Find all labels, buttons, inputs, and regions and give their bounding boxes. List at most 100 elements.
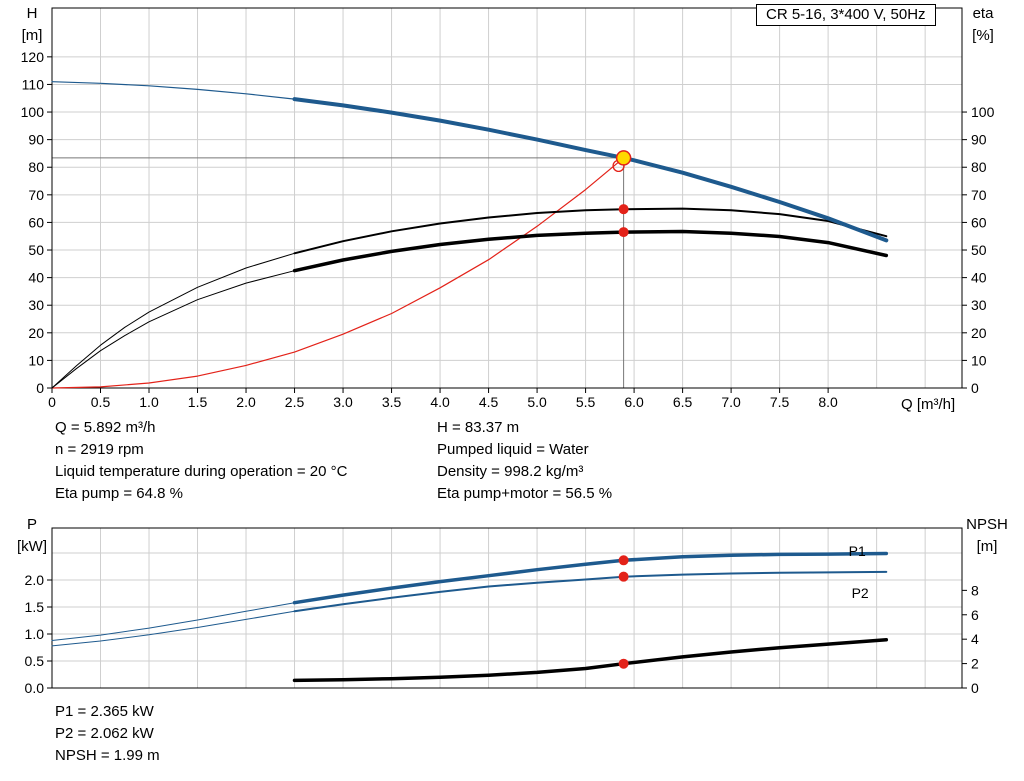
pump-title-box: CR 5-16, 3*400 V, 50Hz bbox=[756, 4, 936, 26]
power-npsh-chart: 0.0 0.5 1.0 1.5 2.0 0 2 4 6 8 P1 P2 bbox=[25, 527, 979, 696]
series-eta-pump-curve-lead bbox=[51, 252, 295, 389]
series-p2-curve bbox=[293, 570, 888, 613]
eta-pump-duty-dot bbox=[618, 204, 629, 215]
p2-duty-dot bbox=[618, 571, 629, 582]
tick-label: 70 bbox=[28, 187, 44, 203]
readout-eta-pump-motor: Eta pump+motor = 56.5 % bbox=[437, 485, 613, 502]
tick-label: 7.5 bbox=[770, 394, 790, 410]
q-axis-label: Q [m³/h] bbox=[901, 396, 956, 413]
series-npsh-curve bbox=[292, 638, 889, 683]
series-p2-curve-lead bbox=[51, 610, 295, 647]
tick-label: 7.0 bbox=[721, 394, 741, 410]
tick-label: 5.5 bbox=[576, 394, 596, 410]
plot-frame bbox=[51, 7, 963, 389]
tick-label: 1.0 bbox=[25, 626, 45, 642]
tick-label: 0 bbox=[36, 380, 44, 396]
series-p1-curve bbox=[292, 551, 889, 605]
tick-label: 3.5 bbox=[382, 394, 402, 410]
readout-npsh: NPSH = 1.99 m bbox=[55, 747, 160, 764]
tick-label: 120 bbox=[21, 49, 45, 65]
tick-label: 1.0 bbox=[139, 394, 159, 410]
tick-label: 80 bbox=[971, 159, 987, 175]
tick-label: 110 bbox=[22, 76, 45, 92]
readout-density: Density = 998.2 kg/m³ bbox=[437, 463, 584, 480]
series-eta-pump-motor-curve bbox=[292, 229, 889, 273]
h-axis-label: H bbox=[26, 5, 38, 22]
tick-label: 100 bbox=[971, 104, 995, 120]
eta-axis-label: eta bbox=[972, 5, 994, 22]
tick-label: 100 bbox=[21, 104, 45, 120]
readout-head: H = 83.37 m bbox=[437, 419, 520, 436]
p-axis-label: P bbox=[26, 516, 37, 533]
p1-duty-dot bbox=[618, 555, 629, 566]
p-axis-unit: [kW] bbox=[17, 538, 47, 555]
h-axis-unit: [m] bbox=[21, 27, 43, 44]
readout-flow: Q = 5.892 m³/h bbox=[55, 419, 156, 436]
tick-label: 90 bbox=[28, 132, 44, 148]
tick-label: 30 bbox=[971, 297, 987, 313]
tick-label: 40 bbox=[28, 270, 44, 286]
readout-speed: n = 2919 rpm bbox=[55, 441, 144, 458]
tick-label: 4.5 bbox=[479, 394, 499, 410]
tick-label: 6.0 bbox=[624, 394, 644, 410]
tick-label: 2.0 bbox=[236, 394, 256, 410]
tick-label: 0 bbox=[971, 380, 979, 396]
power-readout: P1 = 2.365 kW P2 = 2.062 kW NPSH = 1.99 … bbox=[55, 701, 160, 767]
tick-label: 0.0 bbox=[25, 680, 45, 696]
eta-pump-motor-duty-dot bbox=[618, 227, 629, 238]
tick-label: 1.5 bbox=[188, 394, 208, 410]
tick-label: 0.5 bbox=[25, 653, 45, 669]
p1-curve-label: P1 bbox=[849, 543, 866, 559]
tick-label: 5.0 bbox=[527, 394, 547, 410]
readout-temperature: Liquid temperature during operation = 20… bbox=[55, 463, 348, 480]
tick-label: 90 bbox=[971, 132, 987, 148]
series-eta-pump-motor-curve-lead bbox=[51, 270, 295, 389]
tick-label: 8.0 bbox=[818, 394, 838, 410]
duty-readout-right: H = 83.37 m Pumped liquid = Water Densit… bbox=[437, 417, 612, 505]
tick-label: 80 bbox=[28, 159, 44, 175]
series-p1-curve-lead bbox=[51, 602, 295, 641]
tick-label: 20 bbox=[971, 325, 987, 341]
tick-label: 2 bbox=[971, 656, 979, 672]
tick-label: 2.0 bbox=[25, 572, 45, 588]
readout-p1: P1 = 2.365 kW bbox=[55, 703, 154, 720]
eta-axis-unit: [%] bbox=[972, 27, 994, 44]
npsh-duty-dot bbox=[618, 658, 629, 669]
tick-label: 3.0 bbox=[333, 394, 353, 410]
tick-label: 2.5 bbox=[285, 394, 305, 410]
tick-label: 70 bbox=[971, 187, 987, 203]
npsh-axis-label: NPSH bbox=[966, 516, 1008, 533]
tick-label: 30 bbox=[28, 297, 44, 313]
qh-eta-chart: 0 0.5 1.0 1.5 2.0 2.5 3.0 3.5 4.0 4.5 5.0 5.5 6.0 6.5… bbox=[21, 7, 995, 410]
tick-label: 6.5 bbox=[673, 394, 693, 410]
tick-label: 50 bbox=[28, 242, 44, 258]
tick-label: 60 bbox=[971, 214, 987, 230]
readout-eta-pump: Eta pump = 64.8 % bbox=[55, 485, 183, 502]
tick-label: 6 bbox=[971, 607, 979, 623]
series-pump-head-curve-lead bbox=[51, 81, 296, 100]
tick-label: 20 bbox=[28, 325, 44, 341]
tick-label: 8 bbox=[971, 582, 979, 598]
duty-point-marker bbox=[615, 150, 632, 166]
tick-label: 4 bbox=[971, 631, 979, 647]
series-system-curve bbox=[51, 157, 625, 389]
readout-p2: P2 = 2.062 kW bbox=[55, 725, 154, 742]
plot-frame bbox=[51, 527, 963, 689]
p2-curve-label: P2 bbox=[852, 585, 869, 601]
tick-label: 40 bbox=[971, 270, 987, 286]
tick-label: 1.5 bbox=[25, 599, 45, 615]
tick-label: 10 bbox=[28, 352, 44, 368]
tick-label: 0 bbox=[48, 394, 56, 410]
series-eta-pump-curve bbox=[293, 207, 888, 255]
tick-label: 0 bbox=[971, 680, 979, 696]
duty-readout-left: Q = 5.892 m³/h n = 2919 rpm Liquid tempe… bbox=[55, 417, 347, 505]
tick-label: 4.0 bbox=[430, 394, 450, 410]
tick-label: 60 bbox=[28, 214, 44, 230]
series-pump-head-curve bbox=[292, 97, 889, 243]
npsh-axis-unit: [m] bbox=[976, 538, 998, 555]
readout-liquid: Pumped liquid = Water bbox=[437, 441, 589, 458]
tick-label: 50 bbox=[971, 242, 987, 258]
tick-label: 10 bbox=[971, 352, 987, 368]
tick-label: 0.5 bbox=[91, 394, 111, 410]
